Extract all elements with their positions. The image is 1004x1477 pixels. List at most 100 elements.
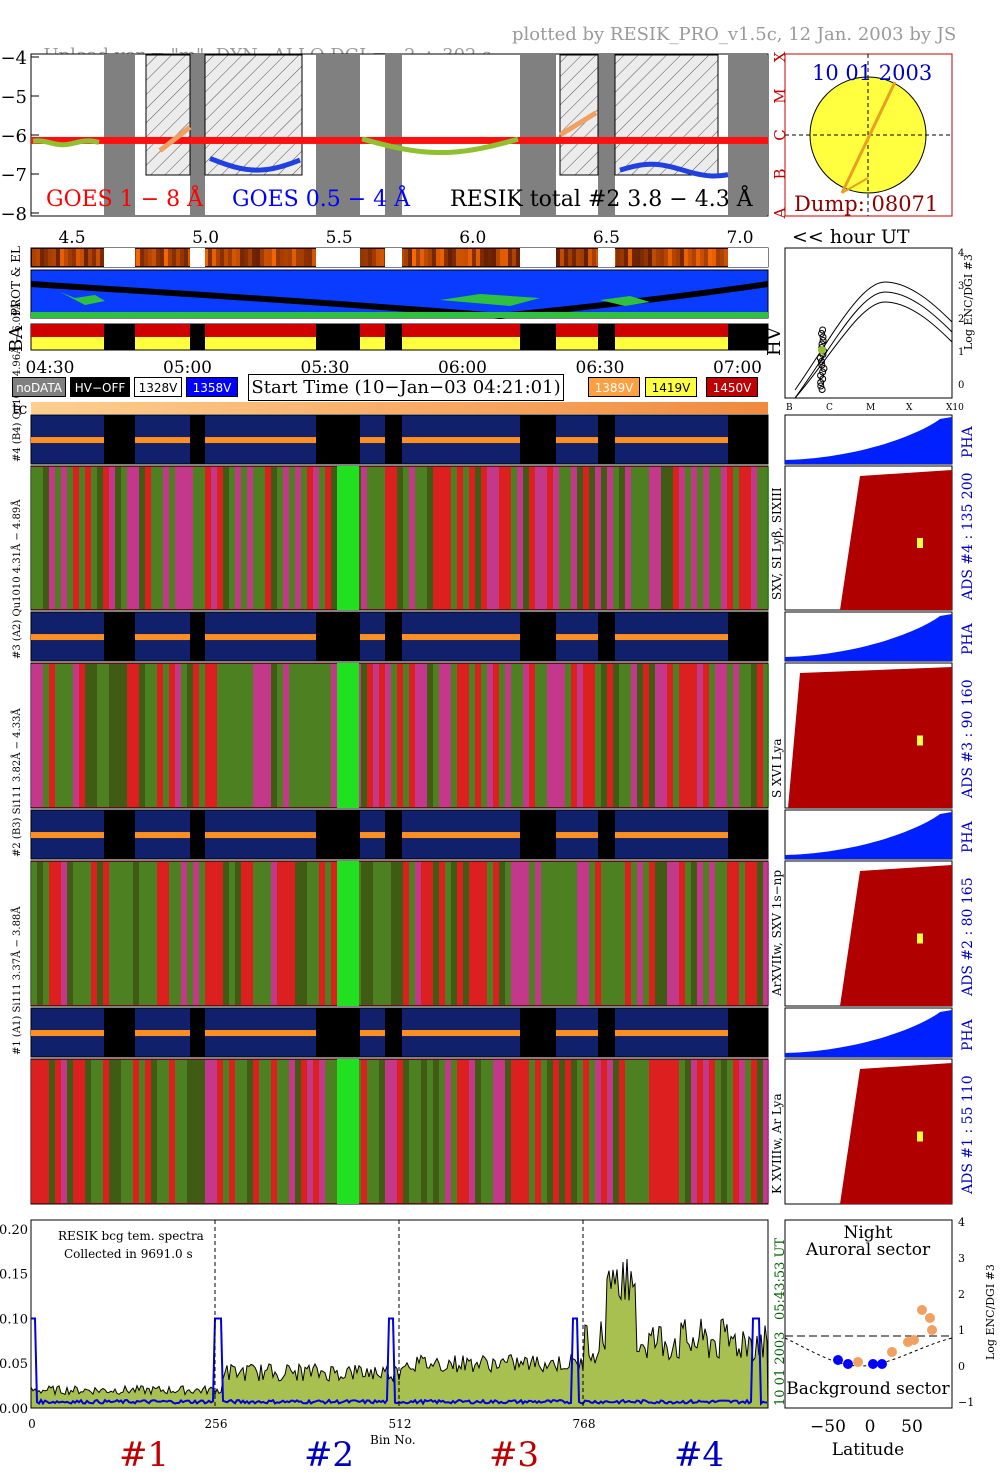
line-spectrogram-column [109,664,115,807]
rate-cell [644,249,648,266]
pha-axis-label: PHA [960,1018,976,1051]
line-spectrogram-column [565,664,571,807]
line-spectrogram-column [553,862,559,1005]
line-spectrogram-column [139,467,145,609]
line-spectrogram-column [151,1060,157,1203]
rate-cell [500,249,504,266]
line-spectrogram-column [439,1060,445,1203]
line-spectrogram-column [133,467,139,609]
line-spectrogram-column [733,1060,739,1203]
rate-cell [484,249,488,266]
line-spectrogram-column [571,467,577,609]
pha-histogram [785,614,952,661]
line-spectrogram-column [511,467,517,609]
rate-cell [92,249,96,266]
line-spectrogram-column [97,664,103,807]
rate-cell [624,249,628,266]
rate-cell [100,249,104,266]
line-spectrogram-column [211,862,217,1005]
rate-cell [156,249,160,266]
ads-histogram [840,865,952,1006]
rate-cell [424,249,428,266]
line-spectrogram-column [157,862,163,1005]
tc-label: tc [12,399,27,418]
line-spectrogram-column [163,467,169,609]
lat-point [887,1347,897,1357]
calibration-band [337,466,359,610]
line-spectrogram-column [145,664,151,807]
pha-channel-label: #3 (A2) Qu1010 4.31Å − 4.89Å [11,499,23,659]
line-spectrogram-column [727,467,733,609]
line-spectrogram-column [547,1060,553,1203]
line-spectrogram-column [679,1060,685,1203]
rate-cell [40,249,44,266]
line-spectrogram-column [637,1060,643,1203]
line-spectrogram-column [241,1060,247,1203]
line-spectrogram-column [265,664,271,807]
line-spectrogram-column [763,467,769,609]
line-spectrogram-column [199,664,205,807]
header-plotted-by: plotted by RESIK_PRO_v1.5c, 12 Jan. 2003… [512,24,957,45]
line-spectrogram-column [121,862,127,1005]
rate-cell [184,249,188,266]
line-spectrogram-column [373,664,379,807]
line-spectrogram-column [127,664,133,807]
line-spectrogram-column [91,467,97,609]
line-spectrogram-column [121,1060,127,1203]
lat-title-2: Auroral sector [805,1240,931,1260]
line-spectrogram-column [493,467,499,609]
line-spectrogram-column [745,467,751,609]
hv-off-interval [598,55,615,215]
line-spectrogram-column [643,664,649,807]
goes-ytick-label: −6 [0,126,27,147]
ads-histogram [840,1063,952,1204]
line-spectrogram-column [145,1060,151,1203]
line-spectrogram-column [445,862,451,1005]
line-spectrogram-column [667,862,673,1005]
line-spectrogram-column [301,467,307,609]
rate-cell [88,249,92,266]
rate-cell [712,249,716,266]
line-spectrogram-column [67,1060,73,1203]
line-spectrogram-column [325,467,331,609]
line-spectrogram-column [319,664,325,807]
line-spectrogram-column [49,467,55,609]
rate-cell [144,249,148,266]
line-spectrogram-column [31,1060,37,1203]
goes-short-label: GOES 0.5 − 4 Å [232,184,411,212]
pha-gap [190,612,205,661]
line-spectrogram-column [391,664,397,807]
line-spectrogram-column [487,1060,493,1203]
hour-tick-label: 7.0 [726,228,753,248]
rate-cell [680,249,684,266]
lat-bottom-label: Background sector [786,1379,950,1399]
line-spectrogram-column [307,862,313,1005]
line-spectrogram-column [85,664,91,807]
line-spectrogram-column [211,1060,217,1203]
ba-gap [190,324,205,350]
rate-cell [628,249,632,266]
line-spectrogram-column [253,664,259,807]
line-spectrogram-column [55,1060,61,1203]
line-spectrogram-column [31,467,37,609]
rate-cell [640,249,644,266]
line-spectrogram-column [517,467,523,609]
spectrum-xlabel: Bin No. [370,1433,416,1447]
rate-cell [48,249,52,266]
spectrum-xtick: 768 [573,1417,596,1431]
line-spectrogram-column [529,1060,535,1203]
line-spectrogram-column [661,664,667,807]
lat-xlabel: Latitude [832,1440,904,1460]
line-spectrogram-column [103,862,109,1005]
line-spectrogram-column [127,1060,133,1203]
line-spectrogram-column [385,664,391,807]
line-spectrogram-column [565,862,571,1005]
line-spectrogram-column [169,664,175,807]
lat-ytick: 2 [958,1288,965,1301]
hv-point [816,354,824,362]
line-spectrogram-column [49,1060,55,1203]
lat-point [925,1313,935,1323]
line-spectrogram-column [283,862,289,1005]
line-spectrogram-column [553,664,559,807]
saa-regions [60,292,650,306]
